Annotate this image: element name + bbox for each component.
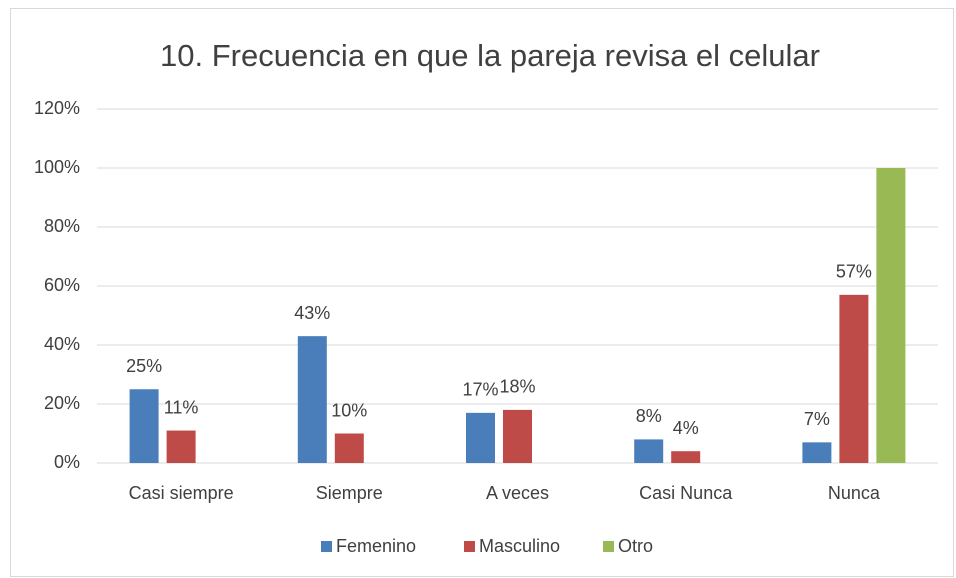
bar — [334, 433, 364, 463]
bar — [634, 439, 664, 463]
data-label: 8% — [636, 406, 662, 426]
y-tick-label: 0% — [54, 452, 80, 472]
bar — [876, 168, 906, 463]
chart-title: 10. Frecuencia en que la pareja revisa e… — [160, 38, 820, 73]
data-label: 4% — [673, 418, 699, 438]
bar — [166, 430, 196, 463]
x-tick-label: Siempre — [316, 483, 383, 503]
bar — [297, 336, 327, 463]
bar — [839, 294, 869, 463]
legend-swatch — [603, 541, 614, 552]
x-tick-label: A veces — [486, 483, 549, 503]
legend-label: Masculino — [479, 536, 560, 556]
legend-label: Otro — [618, 536, 653, 556]
y-tick-label: 40% — [44, 334, 80, 354]
data-label: 10% — [331, 400, 367, 420]
legend-label: Femenino — [336, 536, 416, 556]
y-tick-label: 60% — [44, 275, 80, 295]
data-label: 57% — [836, 262, 872, 282]
data-label: 17% — [462, 380, 498, 400]
bar — [802, 442, 832, 463]
y-tick-label: 20% — [44, 393, 80, 413]
x-tick-label: Nunca — [828, 483, 881, 503]
data-label: 43% — [294, 303, 330, 323]
x-tick-label: Casi siempre — [129, 483, 234, 503]
data-label: 7% — [804, 409, 830, 429]
data-label: 25% — [126, 356, 162, 376]
legend-swatch — [321, 541, 332, 552]
y-tick-label: 120% — [34, 98, 80, 118]
chart-border — [10, 8, 954, 577]
legend-swatch — [464, 541, 475, 552]
bar — [466, 412, 495, 463]
data-label: 18% — [499, 377, 535, 397]
y-tick-label: 80% — [44, 216, 80, 236]
bar — [129, 389, 159, 463]
data-label: 11% — [164, 397, 199, 417]
x-tick-label: Casi Nunca — [639, 483, 733, 503]
bar — [671, 451, 701, 463]
y-tick-label: 100% — [34, 157, 80, 177]
bar — [503, 409, 532, 463]
